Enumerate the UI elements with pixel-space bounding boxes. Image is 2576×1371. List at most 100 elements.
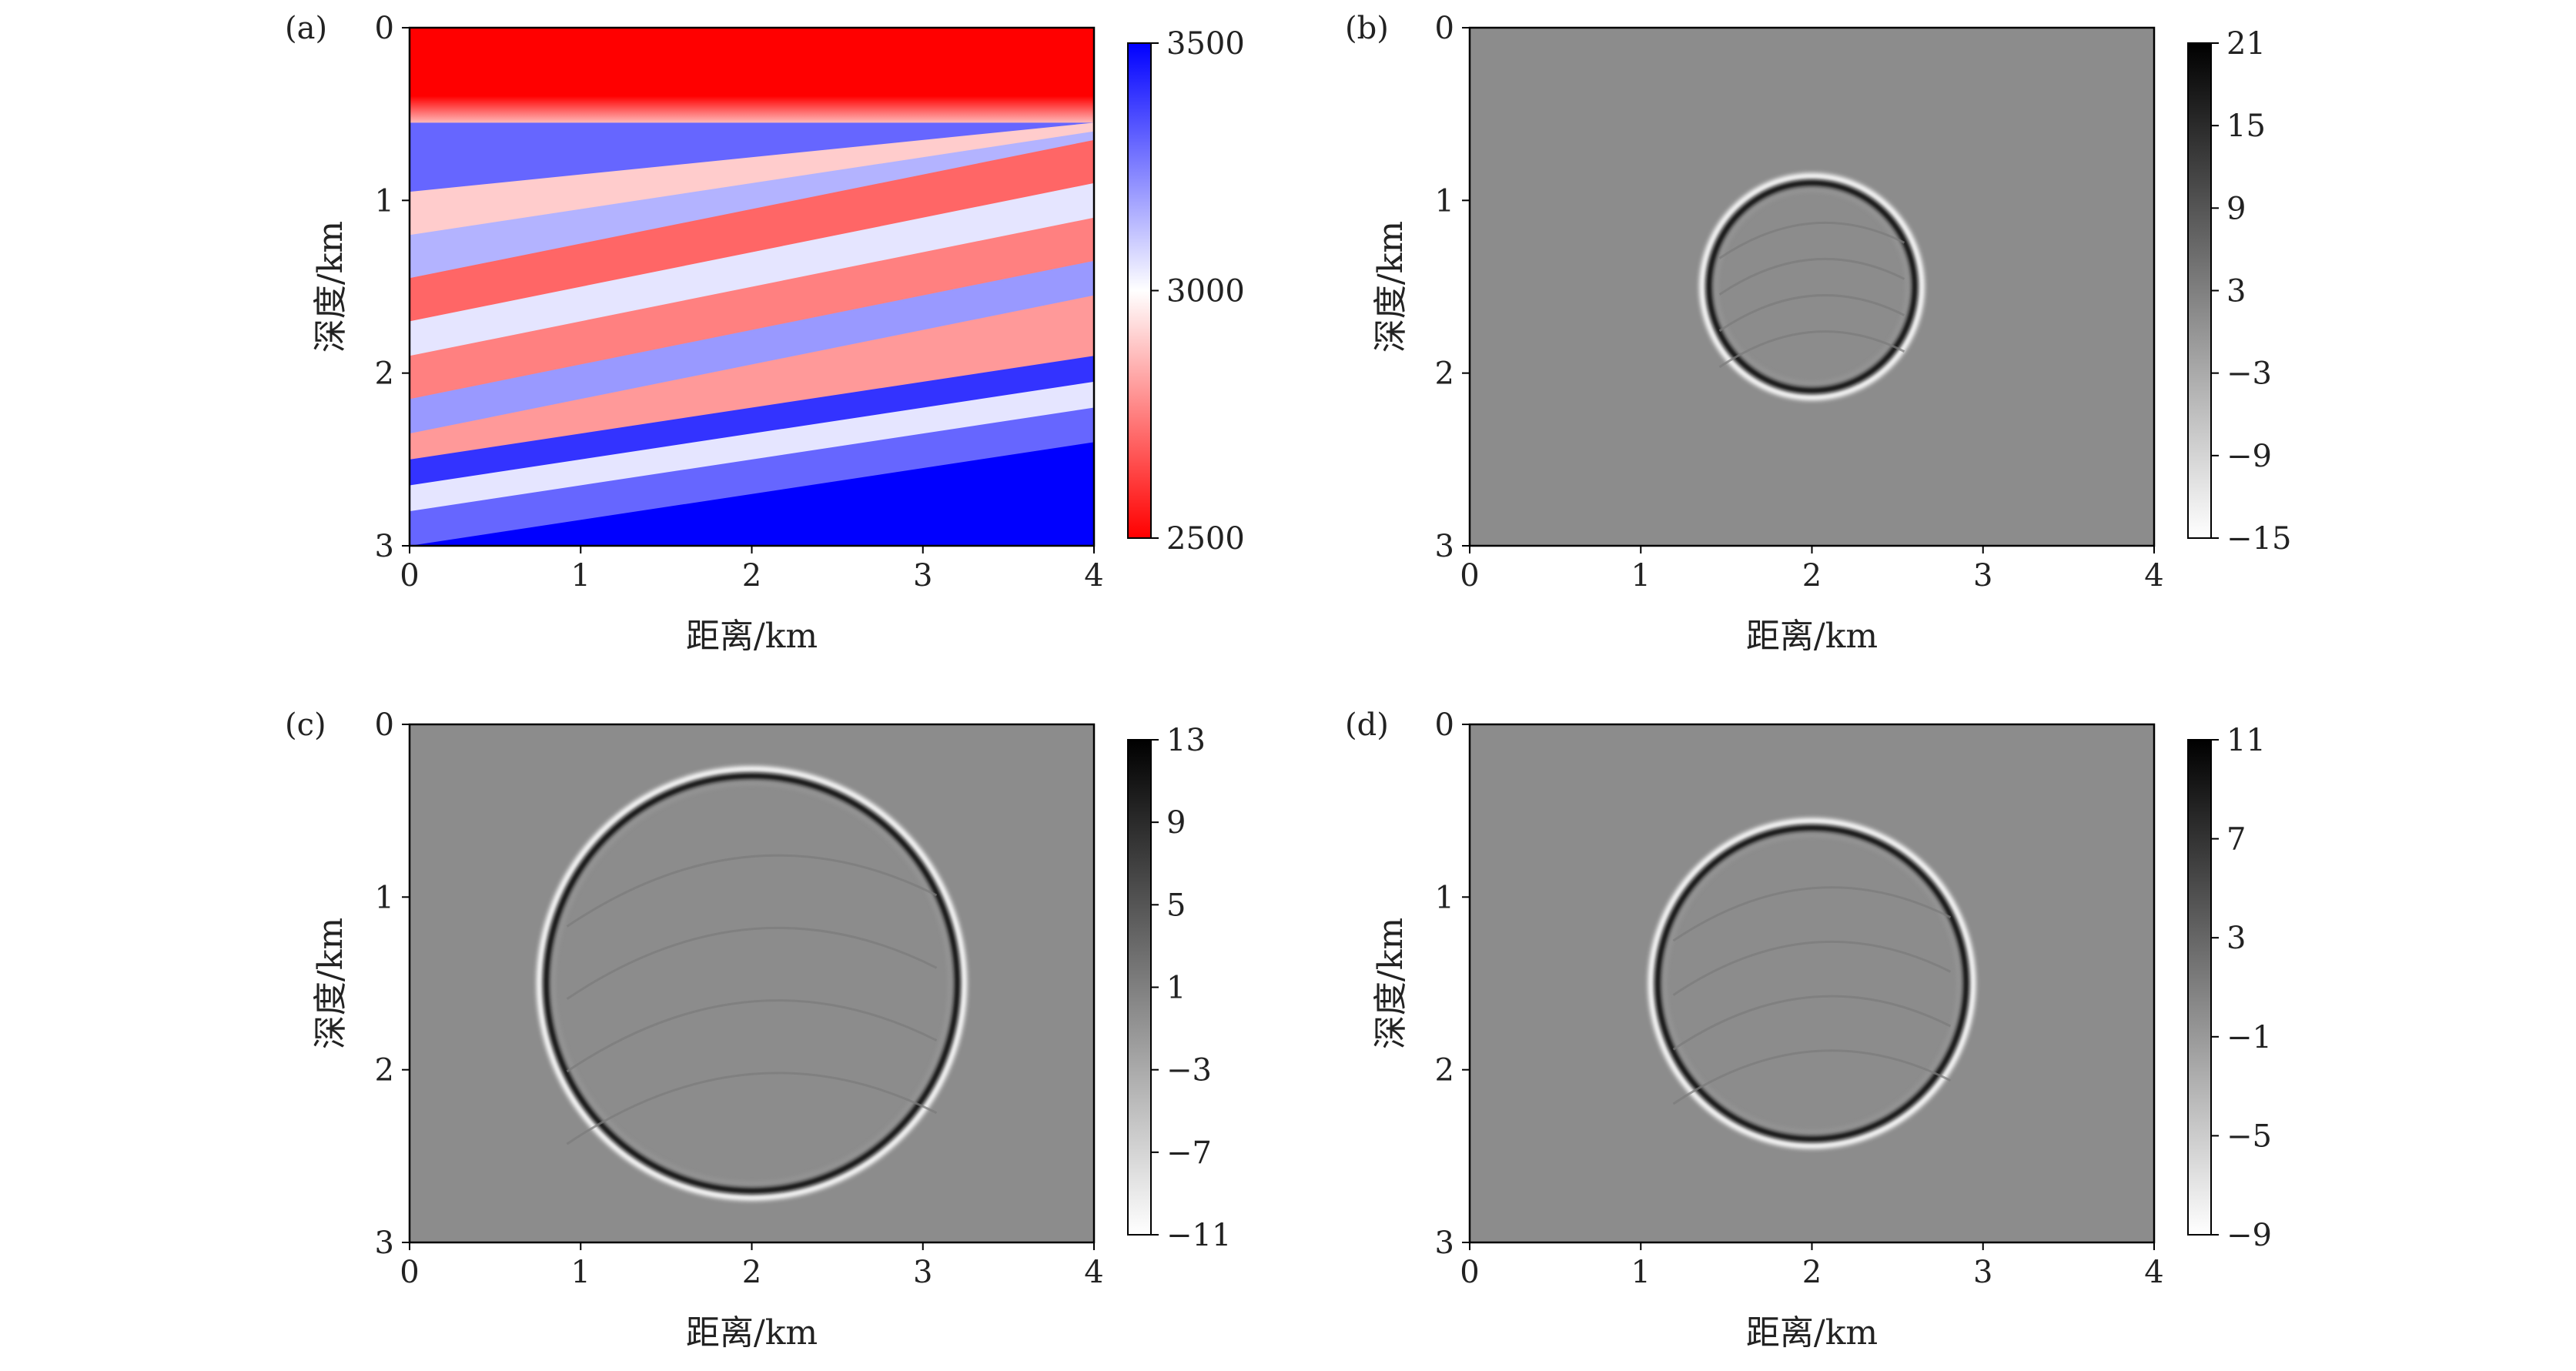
x-axis-title: 距离/km [686,1313,818,1353]
wavefront-inner [1713,187,1911,386]
y-tick-label: 0 [375,707,394,743]
colorbar-tick-label: 11 [2226,723,2266,758]
panel-c: 0 1 2 3 4 0 1 2 3 距离/km 深度/km (c) 13 9 5 1 −3 −7 −11 [285,707,1231,1353]
y-tick-label: 2 [1435,356,1454,392]
x-tick-label: 4 [2144,558,2163,594]
wavefront [1705,179,1919,394]
snapshot-background [1470,28,2154,546]
colorbar-tick-label: −9 [2226,1218,2272,1253]
colorbar-tick-label: −15 [2226,521,2291,557]
y-tick-label: 2 [375,1053,394,1088]
wavefront-halo [1648,818,1976,1149]
x-tick-label: 4 [1084,1255,1103,1290]
plot-area [1470,28,2154,546]
x-tick-label: 2 [742,558,761,594]
colorbar-tick-label: 7 [2226,822,2246,858]
y-tick-label: 1 [375,183,394,219]
x-tick-label: 0 [400,558,419,594]
colorbar [2187,739,2212,1236]
x-tick-label: 1 [571,558,590,594]
x-axis-title: 距离/km [1746,617,1878,656]
colorbar-tick-label: −7 [1166,1135,1212,1171]
wavefront [543,772,961,1195]
y-axis-title: 深度/km [311,918,350,1049]
y-tick-label: 2 [1435,1053,1454,1088]
x-tick-label: 3 [1973,558,1992,594]
x-axis-title: 距离/km [686,617,818,656]
wavefront-inner [550,780,953,1187]
colorbar-tick-label: 21 [2226,26,2266,62]
y-axis-title: 深度/km [1371,918,1410,1049]
colorbar-tick-label: −11 [1166,1218,1231,1253]
x-tick-label: 0 [400,1255,419,1290]
wavefront-inner [1661,832,1962,1135]
y-tick-label: 2 [375,356,394,392]
colorbar-tick-label: 13 [1166,723,1206,758]
colorbar-tick-label: −5 [2226,1119,2272,1154]
colorbar-tick-label: −3 [1166,1053,1212,1088]
colorbar-tick-label: 3000 [1166,274,1245,309]
y-tick-label: 3 [1435,1226,1454,1261]
y-tick-label: 1 [375,880,394,915]
x-tick-label: 4 [1084,558,1103,594]
colorbar-tick-label: 3500 [1166,26,1245,62]
colorbar-tick-label: 1 [1166,971,1186,1006]
panel-label: (d) [1345,707,1389,743]
x-axis-title: 距离/km [1746,1313,1878,1353]
y-tick-label: 0 [375,11,394,46]
wavefront-halo [1699,172,1925,401]
reflection-2 [1672,995,1952,1051]
reflection-0 [1718,221,1905,259]
plot-area [410,724,1094,1242]
reflection-3 [1672,1049,1952,1105]
wavefront [1654,824,1970,1142]
colorbar-tick-label: −3 [2226,356,2272,392]
reflection-1 [1672,941,1952,996]
y-axis-title: 深度/km [311,221,350,353]
water-layer [410,28,1094,123]
reflection-1 [1718,257,1905,296]
y-tick-label: 1 [1435,183,1454,219]
x-tick-label: 3 [1973,1255,1992,1290]
panel-d: 0 1 2 3 4 0 1 2 3 距离/km 深度/km (d) 11 7 3 −1 −5 −9 [1345,707,2272,1353]
colorbar-tick-label: 3 [2226,921,2246,956]
x-tick-label: 1 [1631,1255,1651,1290]
reflection-0 [1672,886,1952,942]
colorbar-tick-label: 15 [2226,109,2266,144]
colorbar-tick-label: 3 [2226,274,2246,309]
reflection-1 [566,926,938,1000]
colorbar-tick-label: −1 [2226,1020,2272,1055]
x-tick-label: 0 [1460,558,1479,594]
wavefront-halo [536,766,968,1201]
reflection-3 [566,1072,938,1145]
plot-area [410,28,1094,546]
colorbar [1127,739,1152,1236]
x-tick-label: 2 [1802,558,1822,594]
y-tick-label: 0 [1435,707,1454,743]
colorbar-tick-label: −9 [2226,439,2272,474]
reflection-2 [566,999,938,1073]
layer-11 [410,442,1094,546]
y-tick-label: 0 [1435,11,1454,46]
panel-label: (a) [285,11,327,46]
colorbar-tick-label: 9 [2226,191,2246,226]
x-tick-label: 3 [913,558,932,594]
colorbar [1127,42,1152,539]
panel-label: (b) [1345,11,1389,46]
x-tick-label: 2 [1802,1255,1822,1290]
snapshot-background [410,724,1094,1242]
snapshot-background [1470,724,2154,1242]
reflection-2 [1718,294,1905,332]
panel-label: (c) [285,707,326,743]
y-tick-label: 3 [375,1226,394,1261]
y-tick-label: 1 [1435,880,1454,915]
x-tick-label: 2 [742,1255,761,1290]
x-tick-label: 1 [1631,558,1651,594]
y-axis-title: 深度/km [1371,221,1410,353]
x-tick-label: 4 [2144,1255,2163,1290]
x-tick-label: 0 [1460,1255,1479,1290]
x-tick-label: 3 [913,1255,932,1290]
reflection-0 [566,854,938,928]
